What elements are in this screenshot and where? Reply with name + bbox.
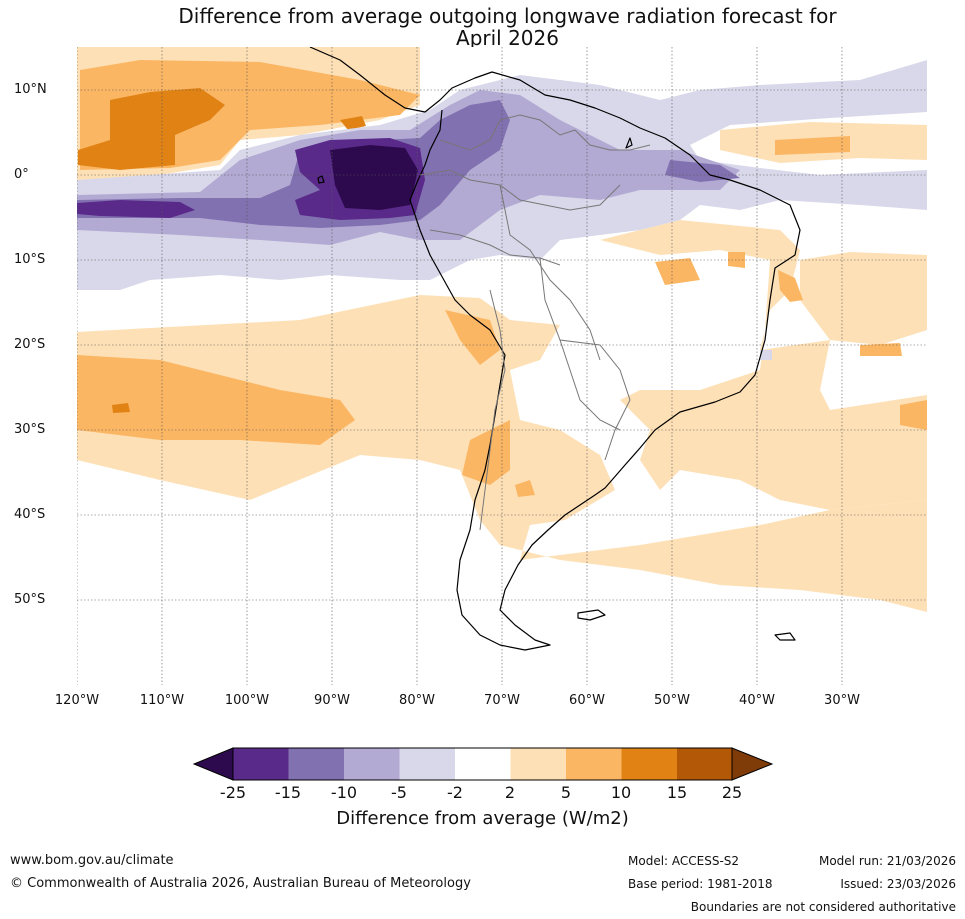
lon-label-80w: 80°W [387, 693, 447, 708]
colorbar-tick: -5 [379, 783, 419, 802]
lon-label-110w: 110°W [132, 693, 192, 708]
colorbar-tick: 10 [601, 783, 641, 802]
colorbar-bin-2-5 [511, 748, 567, 780]
issued-date: Issued: 23/03/2026 [840, 877, 956, 891]
lat-label-30s: 30°S [14, 422, 74, 437]
lat-label-0: 0° [14, 167, 74, 182]
colorbar-bin-n10-n5 [344, 748, 400, 780]
colorbar-tick: -15 [268, 783, 308, 802]
colorbar-bin-10-15 [622, 748, 678, 780]
colorbar-tick: 15 [657, 783, 697, 802]
website-link[interactable]: www.bom.gov.au/climate [10, 853, 174, 868]
colorbar-tick: -10 [324, 783, 364, 802]
colorbar-bin-5-10 [566, 748, 622, 780]
colorbar-max-extend [732, 748, 772, 780]
colorbar [0, 740, 965, 785]
anomaly-map [0, 0, 965, 740]
colorbar-min-extend [194, 748, 233, 780]
lon-label-100w: 100°W [217, 693, 277, 708]
lon-label-40w: 40°W [727, 693, 787, 708]
colorbar-tick: 25 [712, 783, 752, 802]
lat-label-10s: 10°S [14, 252, 74, 267]
lon-label-70w: 70°W [472, 693, 532, 708]
colorbar-label: Difference from average (W/m2) [0, 808, 965, 829]
copyright-text: © Commonwealth of Australia 2026, Austra… [10, 876, 471, 891]
lat-label-20s: 20°S [14, 337, 74, 352]
lon-label-30w: 30°W [812, 693, 872, 708]
colorbar-tick: 2 [490, 783, 530, 802]
lon-label-90w: 90°W [302, 693, 362, 708]
base-period: Base period: 1981-2018 [628, 877, 773, 891]
model-name: Model: ACCESS-S2 [628, 854, 739, 868]
colorbar-bin-n25-n15 [233, 748, 289, 780]
lon-label-50w: 50°W [642, 693, 702, 708]
colorbar-tick: 5 [546, 783, 586, 802]
colorbar-tick: -2 [435, 783, 475, 802]
colorbar-bin-n5-n2 [400, 748, 456, 780]
lat-label-40s: 40°S [14, 507, 74, 522]
colorbar-bin-n15-n10 [289, 748, 345, 780]
lon-label-60w: 60°W [557, 693, 617, 708]
colorbar-bin-n2-2 [455, 748, 511, 780]
model-run-date: Model run: 21/03/2026 [819, 854, 956, 868]
colorbar-tick: -25 [213, 783, 253, 802]
boundary-disclaimer: Boundaries are not considered authoritat… [691, 900, 956, 914]
lat-label-50s: 50°S [14, 592, 74, 607]
lat-label-10n: 10°N [14, 82, 74, 97]
colorbar-bin-15-25 [677, 748, 732, 780]
lon-label-120w: 120°W [47, 693, 107, 708]
